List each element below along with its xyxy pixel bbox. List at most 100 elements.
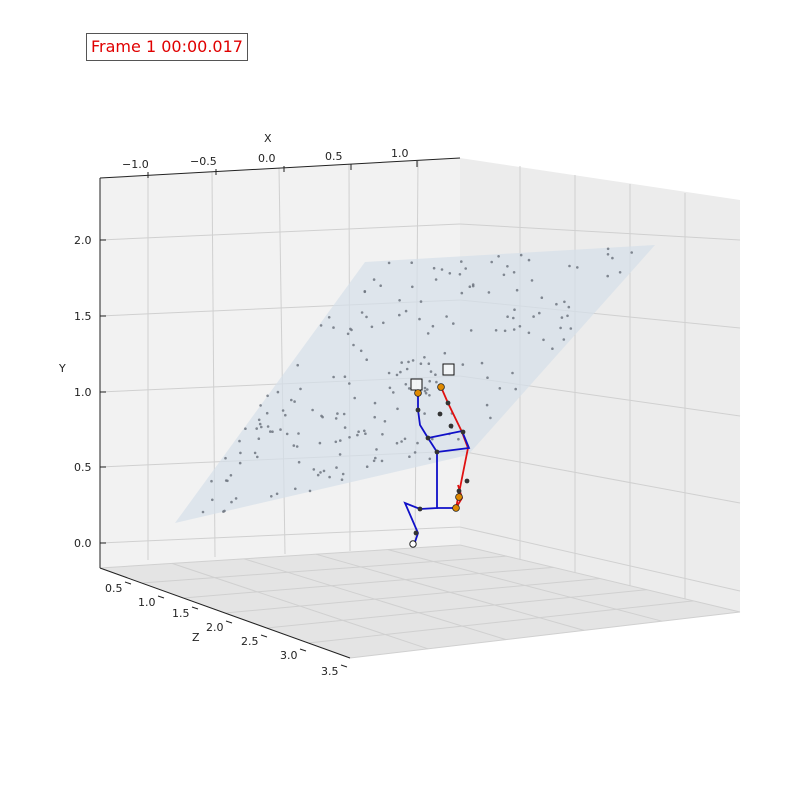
data-point [257, 418, 261, 422]
data-point [486, 376, 489, 380]
z-tick-label: 0.5 [105, 582, 123, 595]
data-point [408, 455, 411, 459]
y-tick-label: 0.5 [74, 461, 92, 474]
data-point [489, 416, 492, 420]
data-point [294, 487, 297, 491]
data-point [297, 432, 300, 435]
joint [464, 478, 470, 484]
data-point [395, 441, 399, 445]
data-point [448, 272, 452, 275]
data-point [370, 325, 374, 329]
data-point [428, 394, 431, 397]
data-point [342, 412, 346, 416]
data-point [269, 430, 272, 433]
data-point [515, 288, 519, 292]
data-point [513, 308, 516, 312]
data-point [514, 387, 517, 391]
data-point [311, 408, 314, 412]
data-point [266, 425, 270, 428]
data-point [244, 427, 247, 431]
data-point [255, 455, 259, 459]
data-point [297, 460, 301, 464]
data-point [365, 358, 369, 362]
data-point [494, 329, 498, 332]
data-point [502, 273, 506, 277]
y-axis-label: Y [58, 362, 66, 375]
x-axis-label: X [264, 132, 272, 145]
z-tick-mark [340, 664, 348, 668]
data-point [382, 321, 385, 325]
data-point [395, 373, 399, 377]
z-axis-label: Z [192, 631, 200, 644]
data-point [319, 471, 322, 474]
data-point [290, 398, 293, 402]
data-point [606, 274, 609, 278]
data-point [611, 256, 614, 260]
data-point [490, 260, 494, 264]
data-point [411, 285, 414, 289]
data-point [373, 415, 377, 419]
data-point [255, 427, 258, 430]
joint [434, 449, 440, 455]
data-point [576, 266, 579, 269]
data-point [266, 394, 269, 398]
data-point [284, 413, 287, 417]
x-tick-label: −0.5 [190, 155, 217, 168]
data-point [339, 439, 342, 442]
data-point [257, 437, 261, 441]
joint [414, 389, 422, 397]
data-point [559, 326, 562, 330]
data-point [404, 383, 408, 386]
data-point [319, 324, 323, 327]
data-point [400, 440, 403, 443]
data-point [426, 388, 429, 391]
grid-line [315, 553, 585, 631]
data-point [238, 461, 242, 465]
data-point [527, 258, 531, 262]
data-point [460, 260, 463, 263]
grid-line [266, 589, 647, 629]
data-point [460, 291, 464, 295]
head-marker [410, 378, 423, 391]
data-point [321, 415, 324, 419]
data-point [340, 478, 344, 482]
data-point [348, 436, 351, 439]
data-point [432, 266, 436, 270]
data-point [271, 430, 274, 434]
data-point [606, 253, 610, 256]
data-point [419, 300, 423, 303]
data-point [299, 387, 302, 391]
data-point [410, 261, 414, 265]
data-point [485, 403, 489, 407]
data-point [431, 437, 434, 441]
grid-line [308, 600, 694, 644]
joint [413, 530, 419, 536]
data-point [292, 444, 296, 447]
data-point [423, 386, 427, 390]
data-point [230, 500, 233, 504]
joint [417, 506, 423, 512]
data-point [563, 300, 566, 304]
data-point [296, 363, 300, 367]
data-point [519, 253, 523, 257]
data-point [343, 375, 347, 379]
data-point [468, 285, 472, 289]
data-point [387, 371, 391, 375]
z-tick-label: 3.0 [280, 649, 298, 662]
z-tick-label: 1.5 [172, 607, 190, 620]
data-point [383, 420, 387, 423]
data-point [388, 386, 392, 390]
x-ticks: −1.0 −0.5 0.0 0.5 1.0 [122, 147, 418, 178]
data-point [387, 261, 391, 265]
data-point [201, 510, 205, 514]
data-point [365, 465, 369, 469]
data-point [458, 273, 462, 276]
joint [425, 435, 431, 441]
grid-line [141, 555, 507, 584]
z-tick-mark [191, 606, 199, 610]
data-point [630, 251, 633, 254]
data-point [210, 479, 213, 483]
x-tick-label: 0.0 [258, 152, 276, 165]
grid-line [99, 526, 461, 544]
